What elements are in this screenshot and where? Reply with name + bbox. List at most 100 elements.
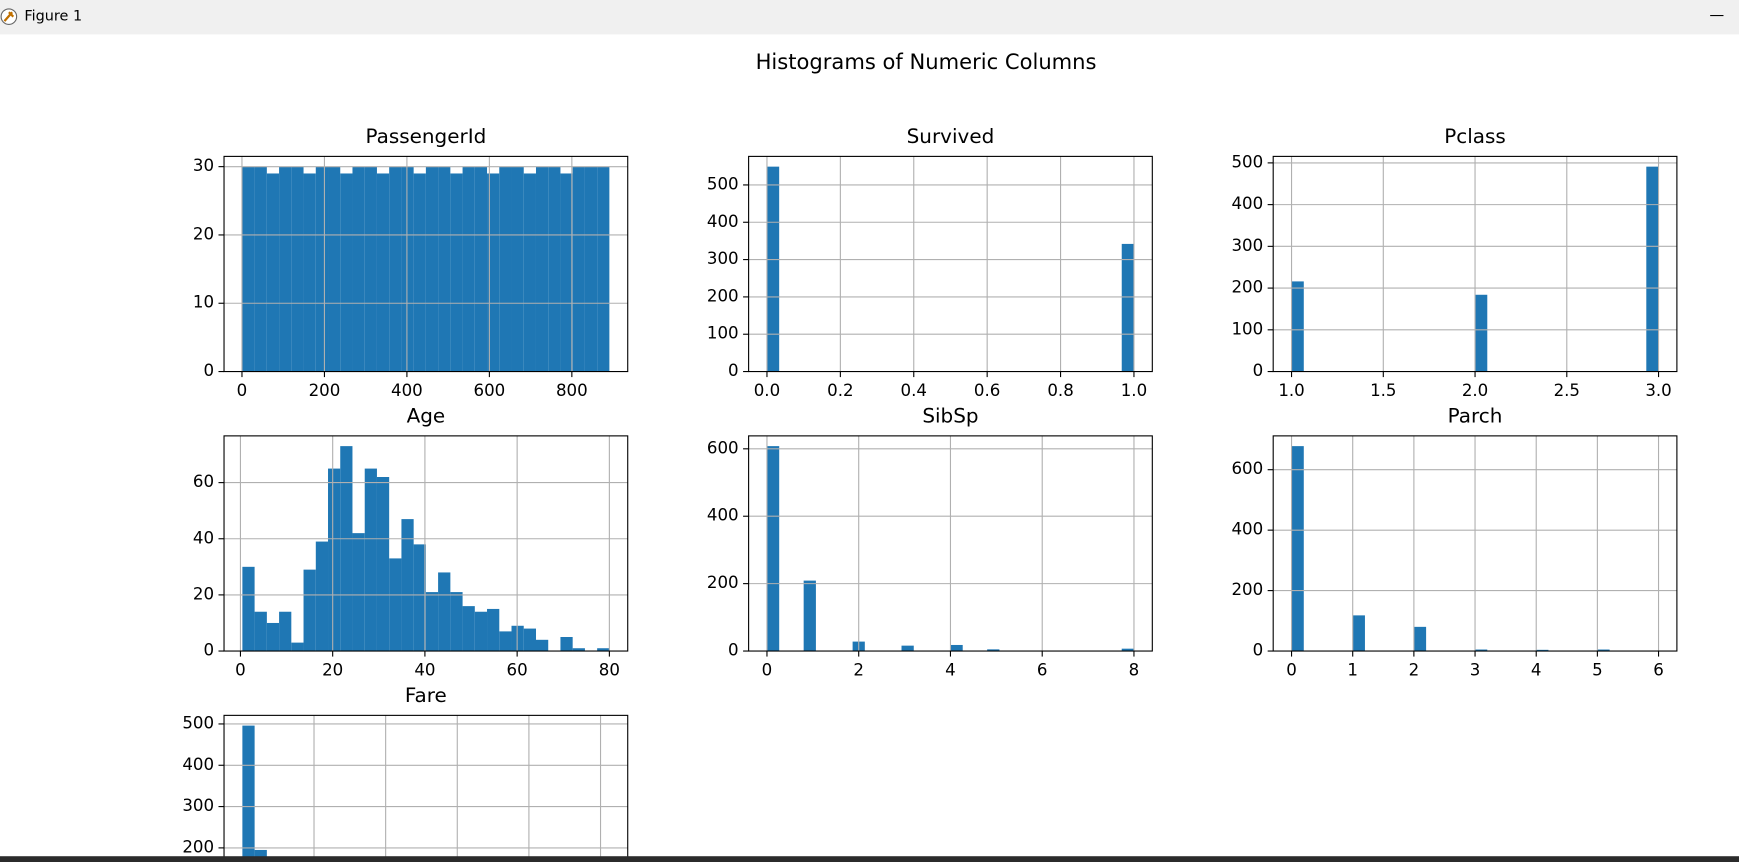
histogram-bar xyxy=(279,611,292,652)
x-tick-label: 400 xyxy=(391,381,423,400)
histogram-bar xyxy=(1597,649,1610,652)
y-tick-label: 100 xyxy=(1231,319,1263,338)
plot-area xyxy=(748,435,1153,652)
histogram-bar xyxy=(474,166,488,372)
histogram-bar xyxy=(1291,281,1304,372)
x-tick-label: 4 xyxy=(945,660,956,679)
title-bar xyxy=(0,0,1739,35)
y-tick-label: 400 xyxy=(182,755,214,774)
x-tick-label: 4 xyxy=(1531,660,1542,679)
histogram-bar xyxy=(535,166,549,372)
subplot-title: Pclass xyxy=(1444,124,1506,148)
x-tick-label: 0 xyxy=(1286,660,1297,679)
subplot-title: SibSp xyxy=(922,404,978,428)
histogram-bar xyxy=(462,166,475,372)
subplot: Fare 200 300 400 500 xyxy=(182,683,629,862)
y-tick-label: 20 xyxy=(193,224,214,243)
histogram-bar xyxy=(340,173,353,372)
y-tick-label: 20 xyxy=(193,584,214,603)
axes-frame xyxy=(223,435,629,652)
y-tick-label: 300 xyxy=(182,796,214,815)
app-icon-glyph xyxy=(3,11,15,22)
subplot-title: Survived xyxy=(907,124,995,148)
histogram-bar xyxy=(266,173,280,372)
y-tick-label: 500 xyxy=(1231,152,1263,171)
histogram-bar xyxy=(315,541,329,652)
histogram-bar xyxy=(328,468,341,652)
x-tick-label: 8 xyxy=(1129,660,1140,679)
histogram-bar xyxy=(1536,649,1549,652)
histogram-bar xyxy=(560,637,573,652)
x-tick-label: 1.5 xyxy=(1370,381,1396,400)
axes-frame xyxy=(223,155,629,373)
subplot-title: Age xyxy=(407,404,446,428)
subplot: SibSp 0 2 4 6 8 0 200 400 600 xyxy=(707,404,1153,679)
histogram-bar xyxy=(1121,648,1134,652)
y-tick-label: 400 xyxy=(707,212,739,231)
histogram-bar xyxy=(572,166,585,372)
y-tick-label: 300 xyxy=(707,249,739,268)
histogram-bar xyxy=(352,533,365,652)
histogram-bar xyxy=(597,166,610,372)
y-tick-label: 400 xyxy=(707,506,739,525)
histogram-bar xyxy=(766,166,780,372)
histogram-bar xyxy=(1121,243,1134,372)
histogram-bar xyxy=(487,173,500,372)
x-tick-label: 3.0 xyxy=(1645,381,1671,400)
axes-frame xyxy=(1272,155,1678,373)
x-tick-label: 6 xyxy=(1653,660,1664,679)
x-tick-label: 2 xyxy=(1409,660,1420,679)
histogram-bar xyxy=(950,644,963,652)
histogram-bar xyxy=(242,166,255,372)
histogram-bar xyxy=(511,166,524,372)
plot-area xyxy=(224,435,628,652)
histogram-bar xyxy=(425,166,439,372)
y-tick-label: 10 xyxy=(193,293,214,312)
x-tick-label: 0 xyxy=(762,660,773,679)
y-tick-label: 400 xyxy=(1231,520,1263,539)
histogram-bar xyxy=(315,166,329,372)
histogram-bar xyxy=(401,166,414,372)
histogram-bar xyxy=(242,566,255,652)
y-tick-label: 400 xyxy=(1231,194,1263,213)
window-title: Figure 1 xyxy=(24,9,82,25)
histogram-bar xyxy=(536,639,549,652)
x-tick-label: 2.5 xyxy=(1554,381,1580,400)
y-tick-label: 40 xyxy=(193,528,214,547)
histogram-bar xyxy=(499,631,512,652)
histogram-bar xyxy=(1475,649,1488,652)
x-tick-label: 3 xyxy=(1470,660,1481,679)
plot-area xyxy=(1273,435,1677,652)
x-tick-label: 800 xyxy=(556,381,588,400)
y-tick-label: 0 xyxy=(728,641,739,660)
histogram-bar xyxy=(303,173,316,372)
y-tick-label: 0 xyxy=(728,361,739,380)
x-tick-label: 80 xyxy=(599,660,620,679)
histogram-bar xyxy=(987,649,1000,652)
histogram-bar xyxy=(523,628,537,652)
histogram-bar xyxy=(438,572,451,652)
x-tick-label: 5 xyxy=(1592,660,1603,679)
y-tick-label: 0 xyxy=(203,361,214,380)
x-tick-label: 6 xyxy=(1037,660,1048,679)
x-tick-label: 200 xyxy=(309,381,341,400)
subplot: Pclass 1.0 1.5 2.0 2.5 3.0 0 100 200 300 400 500 xyxy=(1231,124,1678,400)
axes-frame xyxy=(223,714,629,862)
plot-area xyxy=(748,156,1153,372)
histogram-bar xyxy=(266,622,280,652)
histogram-bar xyxy=(438,166,451,372)
subplot: Parch 0 1 2 3 4 5 6 0 200 400 600 xyxy=(1231,404,1678,679)
histogram-bar xyxy=(560,173,573,372)
x-tick-label: 60 xyxy=(507,660,528,679)
histogram-bar xyxy=(291,166,304,372)
y-tick-label: 0 xyxy=(203,641,214,660)
x-tick-label: 0.8 xyxy=(1047,381,1073,400)
plot-area xyxy=(224,156,628,372)
y-tick-label: 300 xyxy=(1231,236,1263,255)
histogram-bar xyxy=(328,166,341,372)
histogram-bar xyxy=(303,569,316,652)
x-tick-label: 1.0 xyxy=(1121,381,1147,400)
